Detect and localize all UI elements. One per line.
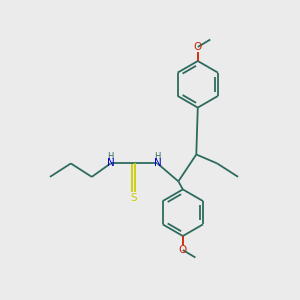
Text: O: O <box>194 42 202 52</box>
Text: N: N <box>154 158 161 168</box>
Text: H: H <box>107 152 114 161</box>
Text: H: H <box>154 152 161 161</box>
Text: S: S <box>130 193 137 203</box>
Text: O: O <box>179 245 187 255</box>
Text: N: N <box>107 158 115 168</box>
